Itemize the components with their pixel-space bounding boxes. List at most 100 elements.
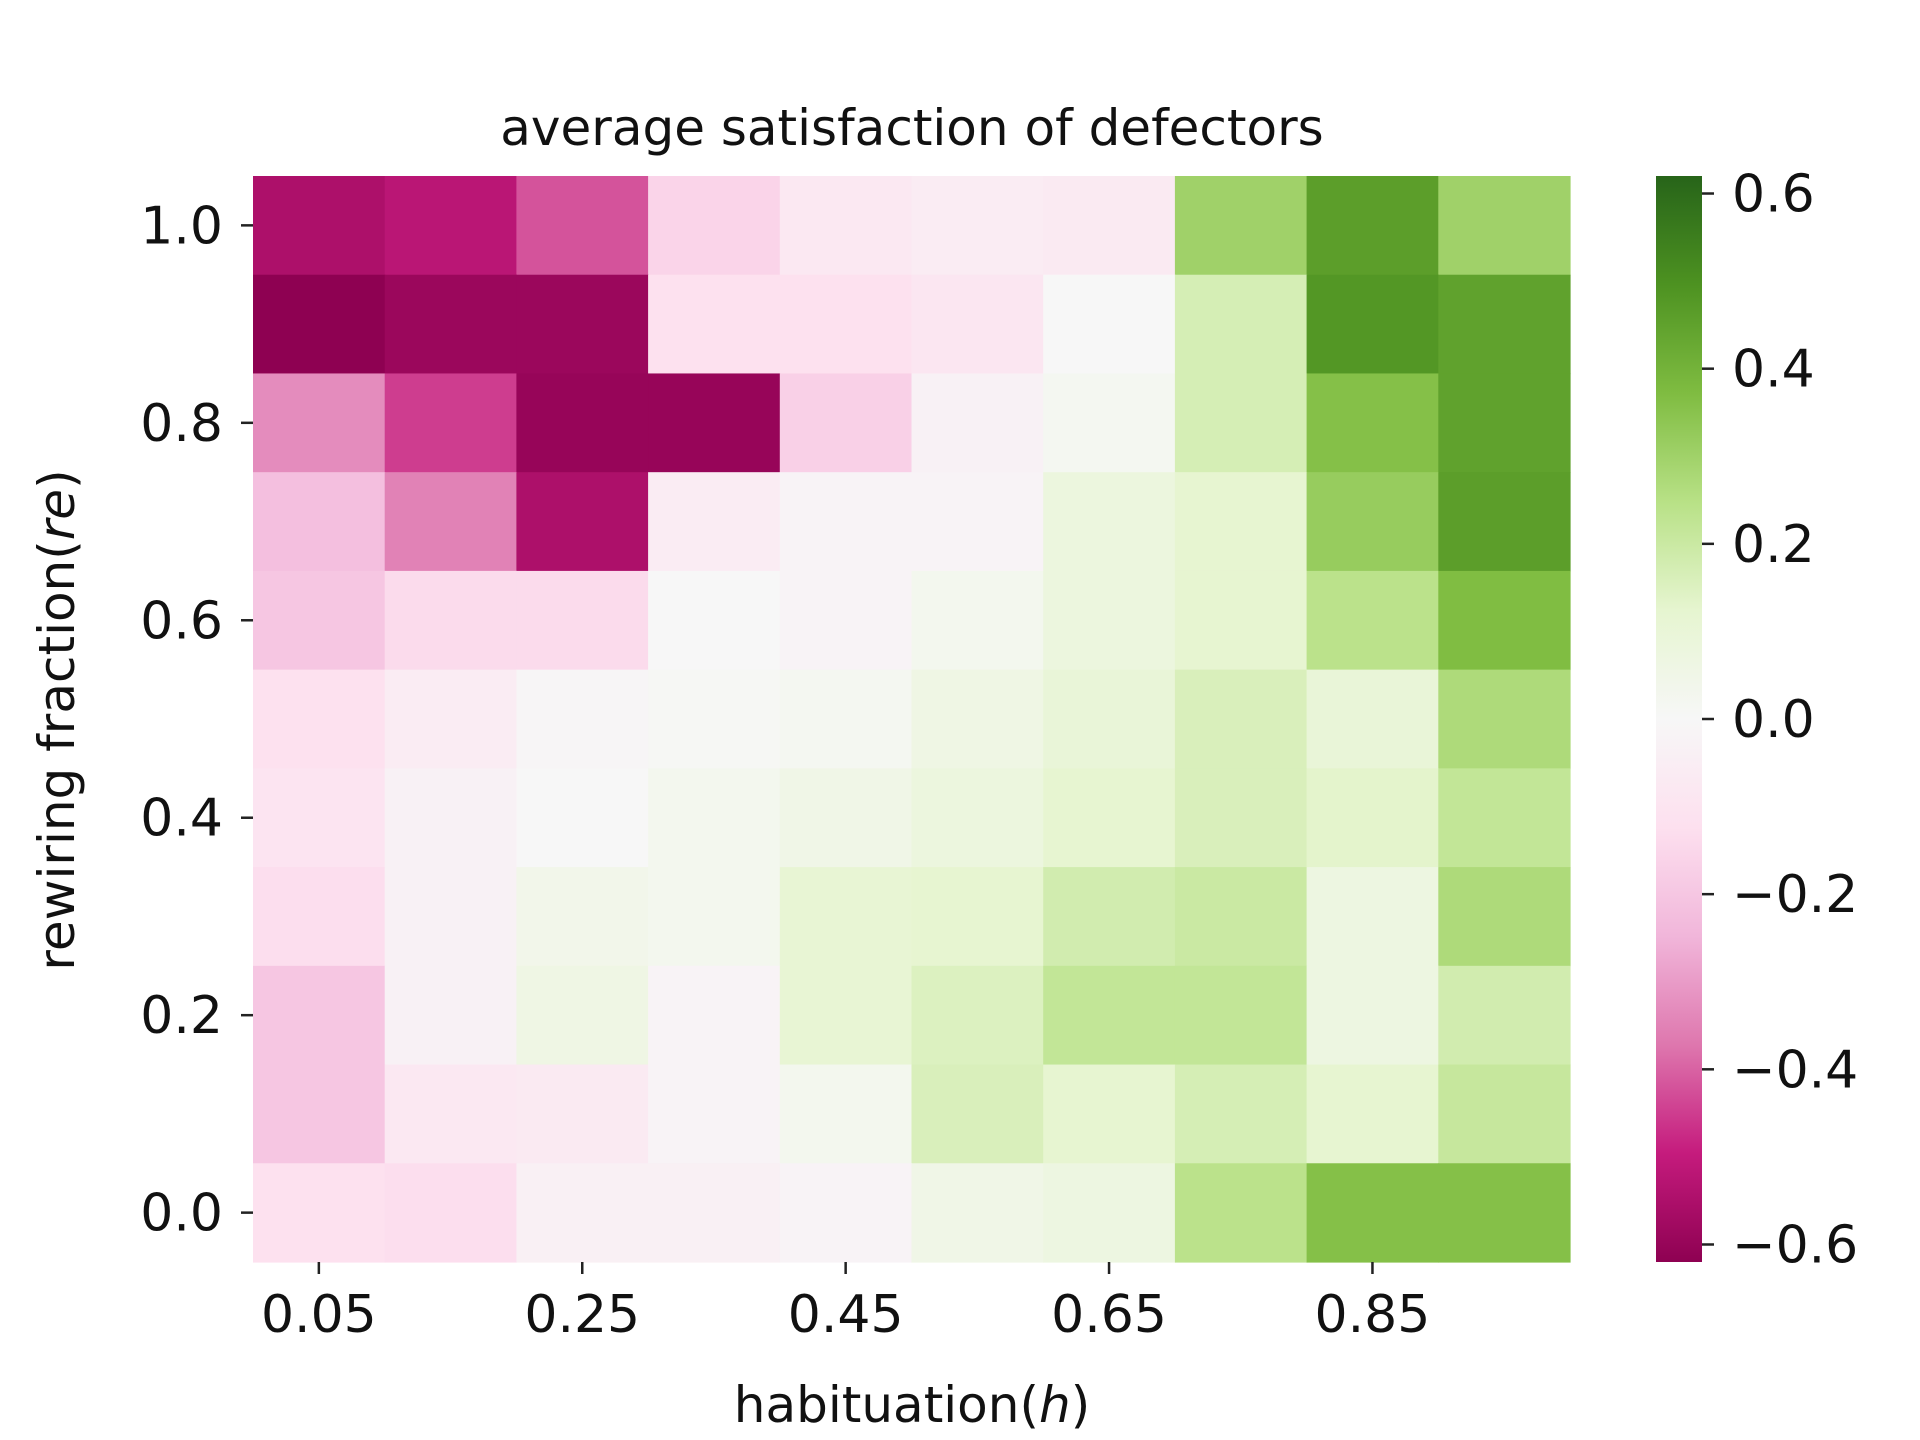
heatmap-cell <box>384 373 517 473</box>
heatmap-cell <box>1438 965 1571 1066</box>
heatmap-cell <box>1438 1064 1571 1164</box>
heatmap-cell <box>1438 274 1571 375</box>
heatmap-cell <box>1306 768 1439 868</box>
heatmap-cell <box>779 570 913 671</box>
heatmap-cell <box>648 472 781 572</box>
heatmap-cell <box>384 867 517 967</box>
x-tick-label: 0.45 <box>788 1285 904 1345</box>
heatmap-cell <box>516 1163 649 1263</box>
heatmap-cell <box>911 274 1044 375</box>
heatmap-cell <box>516 768 649 868</box>
heatmap-cell <box>779 768 913 868</box>
heatmap-cell <box>253 768 386 868</box>
heatmap-cell <box>253 373 386 473</box>
heatmap-cell <box>648 274 781 375</box>
heatmap-cell <box>1043 965 1176 1066</box>
x-axis-label: habituation(h) <box>734 1376 1090 1434</box>
heatmap-cell <box>1438 867 1571 967</box>
heatmap-cell <box>384 1163 517 1263</box>
heatmap-cell <box>1438 1163 1571 1263</box>
heatmap-cell <box>1174 570 1308 671</box>
heatmap-cell <box>1306 669 1439 769</box>
chart-title: average satisfaction of defectors <box>500 99 1323 157</box>
heatmap-cell <box>1174 1163 1308 1263</box>
heatmap-cell <box>779 965 913 1066</box>
heatmap-cell <box>648 1064 781 1164</box>
heatmap-cell <box>1174 867 1308 967</box>
x-axis: 0.05 0.25 0.45 0.65 0.85 <box>261 1262 1430 1345</box>
heatmap-cell <box>1043 669 1176 769</box>
heatmap-cell <box>779 274 913 375</box>
heatmap-cell <box>1174 274 1308 375</box>
heatmap-cell <box>911 373 1044 473</box>
heatmap-cell <box>1174 472 1308 572</box>
heatmap-cell <box>1438 768 1571 868</box>
x-tick-label: 0.65 <box>1051 1285 1167 1345</box>
heatmap-cell <box>648 768 781 868</box>
heatmap-cell <box>648 1163 781 1263</box>
y-tick-label: 0.2 <box>140 986 223 1046</box>
y-tick-label: 1.0 <box>140 196 223 256</box>
heatmap-cell <box>779 1163 913 1263</box>
heatmap-cell <box>911 472 1044 572</box>
x-tick-label: 0.85 <box>1315 1285 1431 1345</box>
heatmap-cell <box>1043 373 1176 473</box>
heatmap-cell <box>1043 472 1176 572</box>
heatmap-cell <box>384 768 517 868</box>
heatmap-cell <box>648 570 781 671</box>
heatmap-cell <box>384 570 517 671</box>
heatmap-cell <box>384 669 517 769</box>
heatmap-cell <box>1043 867 1176 967</box>
heatmap-cell <box>516 1064 649 1164</box>
x-tick-label: 0.25 <box>524 1285 640 1345</box>
heatmap-cell <box>253 472 386 572</box>
heatmap-cell <box>779 867 913 967</box>
heatmap-cell <box>911 176 1044 276</box>
y-tick-label: 0.0 <box>140 1184 223 1244</box>
heatmap-cell <box>648 965 781 1066</box>
heatmap-cell <box>1174 1064 1308 1164</box>
heatmap-cell <box>1043 274 1176 375</box>
heatmap-cell <box>1438 669 1571 769</box>
heatmap-cell <box>648 867 781 967</box>
heatmap-cell <box>1306 1163 1439 1263</box>
heatmap-cell <box>253 965 386 1066</box>
heatmap-cell <box>1306 373 1439 473</box>
y-tick-label: 0.8 <box>140 394 223 454</box>
colorbar-tick-label: −0.2 <box>1732 865 1858 925</box>
heatmap-cell <box>1306 965 1439 1066</box>
heatmap-cell <box>384 1064 517 1164</box>
x-tick-label: 0.05 <box>261 1285 377 1345</box>
heatmap-cell <box>253 176 386 276</box>
heatmap-cell <box>516 965 649 1066</box>
heatmap-cell <box>1438 176 1571 276</box>
heatmap-cell <box>1043 1163 1176 1263</box>
heatmap-cell <box>1306 867 1439 967</box>
heatmap-cell <box>253 1064 386 1164</box>
heatmap-cell <box>1438 373 1571 473</box>
heatmap-cell <box>253 570 386 671</box>
heatmap-cell <box>516 176 649 276</box>
heatmap-cell <box>1306 570 1439 671</box>
heatmap-cell <box>648 176 781 276</box>
heatmap-cell <box>516 373 649 473</box>
heatmap-cell <box>648 373 781 473</box>
heatmap-cell <box>779 669 913 769</box>
heatmap-cell <box>384 472 517 572</box>
heatmap-cell <box>1306 1064 1439 1164</box>
colorbar-tick-label: 0.0 <box>1732 690 1815 750</box>
heatmap-cell <box>253 867 386 967</box>
heatmap-cell <box>1043 768 1176 868</box>
heatmap-cell <box>1174 768 1308 868</box>
heatmap-cells <box>253 176 1571 1263</box>
y-axis: 1.0 0.8 0.6 0.4 0.2 0.0 <box>140 196 253 1244</box>
heatmap-cell <box>253 1163 386 1263</box>
heatmap-cell <box>911 570 1044 671</box>
heatmap-cell <box>911 1163 1044 1263</box>
colorbar-tick-label: 0.2 <box>1732 515 1815 575</box>
colorbar-axis: 0.6 0.4 0.2 0.0 −0.2 −0.4 −0.6 <box>1702 165 1858 1275</box>
heatmap-cell <box>1043 570 1176 671</box>
heatmap-cell <box>779 1064 913 1164</box>
heatmap-cell <box>911 867 1044 967</box>
colorbar-tick-label: −0.6 <box>1732 1215 1858 1275</box>
